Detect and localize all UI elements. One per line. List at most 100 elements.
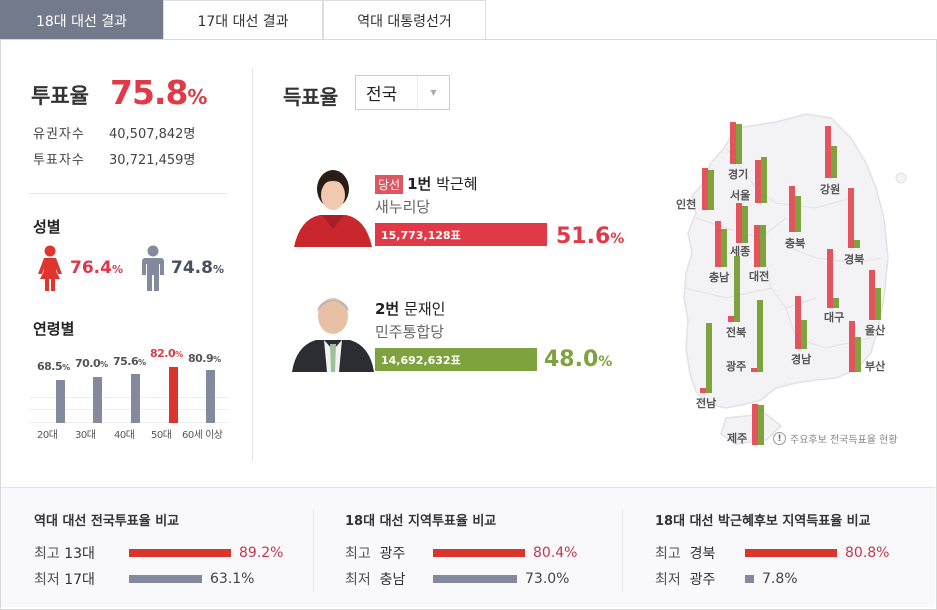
map-bars-jeju (752, 404, 765, 445)
tab-17th-election[interactable]: 17대 대선 결과 (163, 0, 323, 40)
divider (28, 193, 228, 194)
high-bar (129, 549, 231, 557)
map-bars-daejeon (754, 225, 767, 267)
map-bars-ulsan (869, 270, 882, 320)
vote-share-title: 득표율 (283, 85, 339, 109)
map-bars-seoul (755, 157, 768, 203)
map-label-gyeongnam: 경남 (791, 353, 812, 366)
map-label-gangwon: 강원 (820, 183, 841, 196)
candidate-name: 2번 문재인 (375, 300, 446, 318)
candidate-moon: 2번 문재인 민주통합당 14,692,632표 48.0% (292, 288, 632, 373)
age-bar-40s (131, 374, 140, 423)
age-label-60plus: 60세 이상 (182, 430, 223, 441)
age-label-50s: 50대 (151, 430, 172, 441)
age-value-30s: 70.0% (75, 357, 108, 370)
comparison-high: 최고 광주 80.4% (345, 545, 578, 562)
gender-title: 성별 (33, 218, 61, 236)
map-label-daejeon: 대전 (749, 270, 770, 283)
map-label-ulsan: 울산 (865, 324, 886, 337)
age-value-20s: 68.5% (37, 360, 70, 373)
map-label-incheon: 인천 (676, 198, 697, 211)
age-bar-30s (93, 377, 102, 423)
male-turnout: 74.8% (141, 245, 224, 291)
comparison-high: 최고 경북 80.8% (655, 545, 890, 562)
chevron-down-icon[interactable]: ▼ (430, 88, 437, 97)
map-bars-jeonbuk (728, 256, 741, 322)
age-value-50s: 82.0% (150, 347, 183, 360)
map-outline (683, 113, 907, 445)
map-label-chungbuk: 충북 (785, 237, 806, 250)
candidate-photo (292, 290, 374, 372)
candidate-party: 민주통합당 (375, 323, 445, 341)
map-label-daegu: 대구 (824, 311, 845, 324)
age-turnout-chart: 68.5% 20대 70.0% 30대 75.6% 40대 82.0% 50대 … (30, 347, 230, 445)
map-bars-busan (849, 321, 862, 372)
map-label-jeonnam: 전남 (696, 397, 717, 410)
map-bars-gyeongnam (795, 296, 808, 349)
comparison-regional-turnout: 18대 대선 지역투표율 비교 최고 광주 80.4% 최저 충남 73.0% (345, 510, 577, 592)
high-value: 80.4% (533, 545, 578, 561)
map-note: ! 주요후보 전국득표율 현황 (773, 431, 898, 446)
high-value: 89.2% (239, 545, 284, 561)
age-label-40s: 40대 (114, 430, 135, 441)
comparison-low: 최저 17대 63.1% (34, 571, 255, 588)
tab-18th-election[interactable]: 18대 대선 결과 (0, 0, 163, 40)
turnout-value: 75.8% (110, 73, 207, 112)
map-bars-chungbuk (789, 186, 802, 232)
comparison-low: 최저 광주 7.8% (655, 571, 798, 588)
map-bars-gangwon (825, 126, 838, 178)
region-select-value: 전국 (356, 76, 418, 109)
candidate-party: 새누리당 (375, 198, 431, 216)
candidate-name: 당선 1번 박근혜 (375, 173, 478, 194)
age-label-30s: 30대 (75, 430, 96, 441)
map-label-busan: 부산 (865, 360, 886, 373)
tab-past-elections[interactable]: 역대 대통령선거 (323, 0, 486, 40)
map-label-gyeonggi: 경기 (728, 168, 749, 181)
comparison-title: 18대 대선 박근혜후보 지역득표율 비교 (655, 514, 871, 529)
turnout-label: 투표율 (31, 84, 89, 108)
age-title: 연령별 (33, 320, 75, 338)
age-bar-60plus (206, 370, 215, 423)
comparison-park-regional-share: 18대 대선 박근혜후보 지역득표율 비교 최고 경북 80.8% 최저 광주 … (655, 510, 889, 592)
map-bars-gyeonggi (730, 122, 743, 164)
region-select[interactable]: 전국 ▼ (355, 75, 450, 110)
low-value: 73.0% (525, 571, 570, 587)
vote-percent: 51.6% (556, 224, 625, 249)
map-label-sejong: 세종 (730, 245, 751, 258)
age-value-60plus: 80.9% (188, 352, 221, 365)
low-value: 7.8% (762, 571, 798, 587)
map-bars-jeonnam (700, 323, 713, 393)
elected-badge: 당선 (375, 175, 404, 194)
comparison-title: 18대 대선 지역투표율 비교 (345, 514, 497, 529)
map-bars-incheon (702, 168, 715, 210)
map-bars-gwangju (751, 300, 764, 372)
age-bar-20s (56, 380, 65, 423)
vote-percent: 48.0% (544, 347, 613, 372)
info-icon: ! (773, 432, 786, 445)
comparison-high: 최고 13대 89.2% (34, 545, 284, 562)
female-icon (38, 245, 62, 291)
vote-bar: 15,773,128표 (375, 223, 547, 246)
high-value: 80.8% (845, 545, 890, 561)
map-bars-chungnam (715, 221, 728, 267)
korea-map: 경기 인천 서울 강원 충북 세종 충남 대전 (666, 108, 916, 453)
map-bars-gyeongbuk (848, 188, 861, 248)
eligible-voters: 유권자수 40,507,842명 (33, 127, 196, 142)
actual-voters: 투표자수 30,721,459명 (33, 153, 196, 168)
comparison-national-turnout: 역대 대선 전국투표율 비교 최고 13대 89.2% 최저 17대 63.1% (34, 510, 283, 592)
map-label-gwangju: 광주 (726, 360, 747, 373)
candidate-photo (292, 165, 374, 247)
age-label-20s: 20대 (37, 430, 58, 441)
high-bar (745, 549, 837, 557)
divider (622, 510, 623, 592)
map-bars-sejong (736, 203, 749, 243)
map-label-jeju: 제주 (727, 432, 748, 445)
age-bar-50s (169, 367, 178, 423)
low-bar (129, 575, 202, 583)
vote-bar: 14,692,632표 (375, 348, 537, 371)
age-value-40s: 75.6% (113, 355, 146, 368)
low-bar (745, 575, 754, 583)
election-tabs: 18대 대선 결과 17대 대선 결과 역대 대통령선거 (0, 0, 486, 40)
low-bar (433, 575, 517, 583)
divider (252, 68, 253, 461)
